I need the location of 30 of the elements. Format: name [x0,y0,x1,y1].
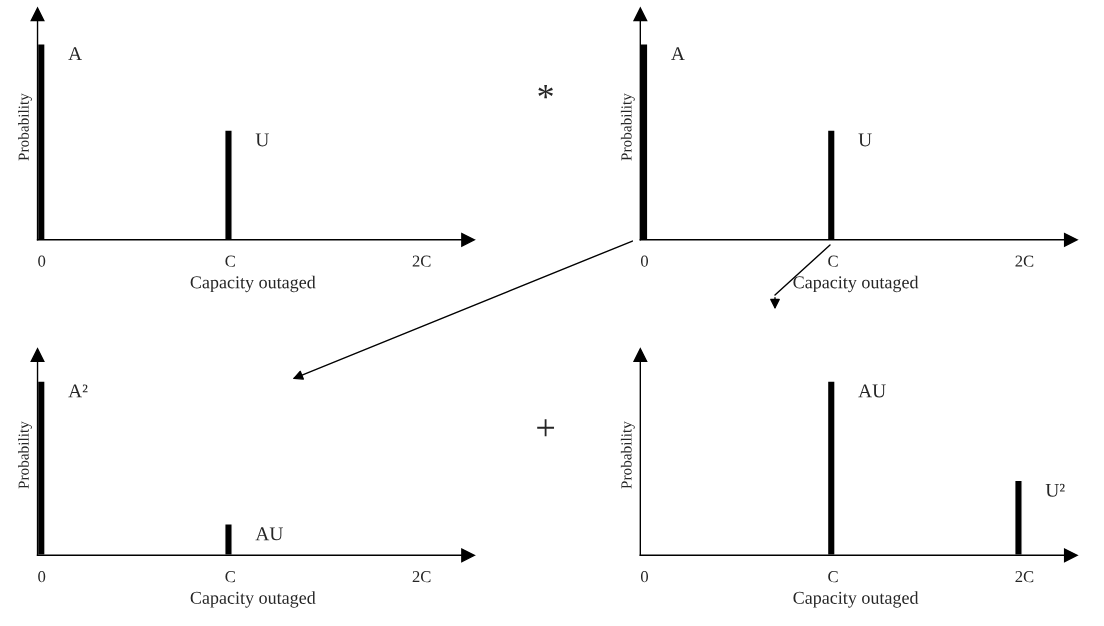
x-tick-label: 0 [38,571,46,583]
annotation: A [68,47,82,61]
y-axis-title: Probability [18,421,32,489]
annotation: A [671,47,685,61]
annotation: U [255,133,269,147]
annotation: AU [255,527,283,541]
x-axis-title: Capacity outaged [190,275,316,293]
x-axis-title: Capacity outaged [793,275,919,293]
x-tick-label: 2C [1015,571,1034,583]
annotation: AU [858,384,886,398]
x-tick-label: C [828,255,838,267]
x-tick-label: 2C [1015,255,1034,267]
annotation: A² [68,384,88,398]
y-axis-title: Probability [620,93,635,161]
x-tick-label: 0 [38,255,46,267]
x-axis-title: Capacity outaged [190,591,316,608]
y-axis-title: Probability [18,93,32,161]
x-tick-label: 0 [640,255,649,267]
x-tick-label: 0 [640,571,649,583]
y-axis-title: Probability [620,421,635,489]
x-axis-title: Capacity outaged [793,591,919,608]
x-tick-label: C [828,571,838,583]
annotation: U [858,133,872,147]
annotation: U² [1045,483,1065,497]
x-tick-label: 2C [412,571,431,583]
x-tick-label: C [225,255,235,267]
x-tick-label: 2C [412,255,431,267]
text: * [538,85,553,99]
x-tick-label: C [225,571,235,583]
text: + [537,419,555,437]
